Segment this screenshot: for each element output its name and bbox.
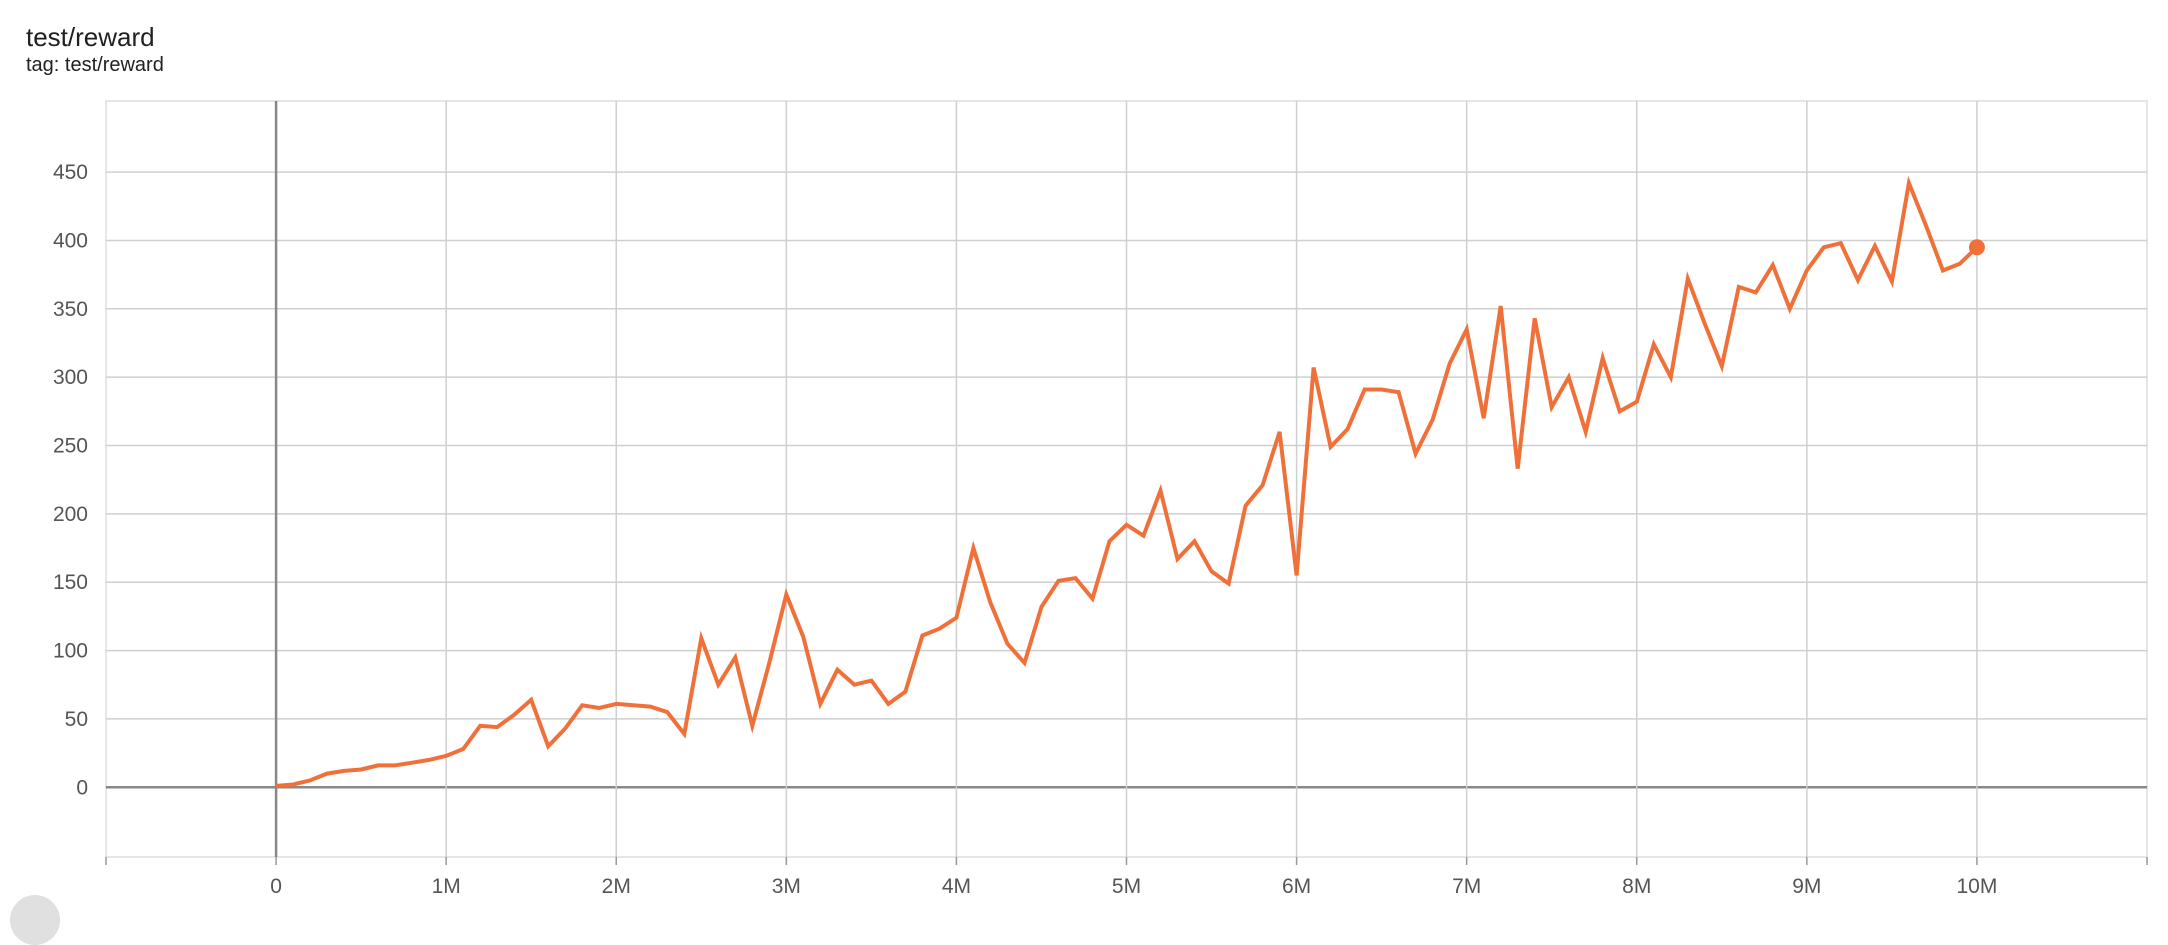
y-tick-label: 100 bbox=[53, 640, 88, 663]
x-tick-label: 7M bbox=[1452, 875, 1481, 898]
x-tick-label: 1M bbox=[432, 875, 461, 898]
y-tick-label: 200 bbox=[53, 503, 88, 526]
x-tick-label: 5M bbox=[1112, 875, 1141, 898]
x-tick-label: 2M bbox=[602, 875, 631, 898]
x-tick-label: 10M bbox=[1956, 875, 1997, 898]
y-tick-label: 250 bbox=[53, 435, 88, 458]
x-tick-label: 6M bbox=[1282, 875, 1311, 898]
series-line bbox=[275, 175, 1979, 788]
x-tick-label: 8M bbox=[1622, 875, 1651, 898]
x-tick-label: 4M bbox=[942, 875, 971, 898]
y-tick-label: 300 bbox=[53, 366, 88, 389]
chart-action-button[interactable] bbox=[10, 895, 60, 945]
x-tick-label: 3M bbox=[772, 875, 801, 898]
y-tick-label: 450 bbox=[53, 161, 88, 184]
last-point-marker bbox=[1968, 239, 1985, 256]
x-tick-label: 9M bbox=[1792, 875, 1821, 898]
y-tick-label: 0 bbox=[76, 776, 88, 799]
line-chart[interactable]: 0 50 100 150 200 250 300 350 400 450 0 1M 2M 3M 4M 5M 6M… bbox=[0, 0, 2168, 908]
x-tick-label: 0 bbox=[270, 875, 282, 898]
y-tick-label: 150 bbox=[53, 571, 88, 594]
chart-tag: tag: test/reward bbox=[26, 54, 164, 76]
y-tick-label: 400 bbox=[53, 229, 88, 252]
chart-title: test/reward bbox=[26, 22, 155, 52]
y-tick-label: 50 bbox=[65, 708, 88, 731]
y-tick-label: 350 bbox=[53, 298, 88, 321]
